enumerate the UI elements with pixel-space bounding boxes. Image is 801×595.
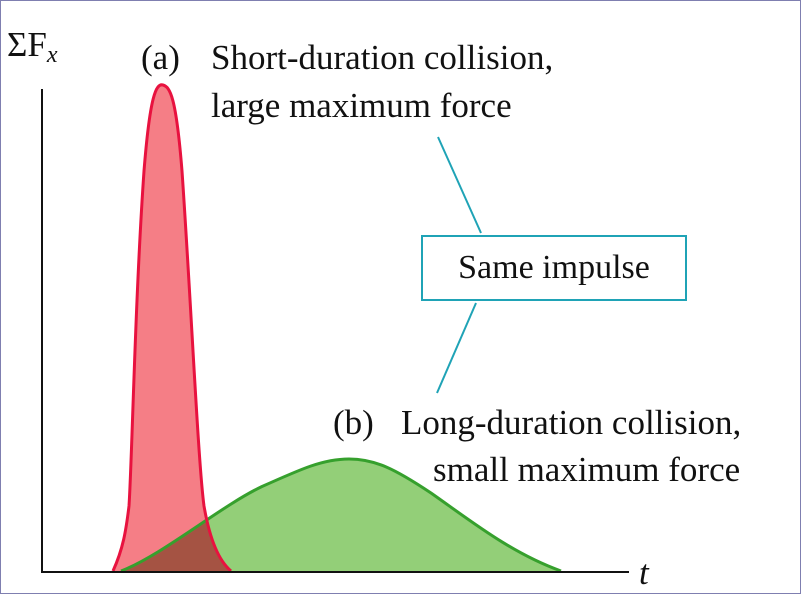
same-impulse-text: Same impulse	[458, 249, 650, 286]
x-axis-label: t	[639, 553, 649, 592]
curve-b-label-line1: Long-duration collision,	[401, 403, 742, 442]
curve-a-marker: (a)	[141, 38, 180, 77]
y-axis-subscript: x	[46, 42, 58, 68]
same-impulse-callout: Same impulse	[421, 235, 687, 301]
curve-b-area	[121, 459, 561, 571]
callout-connector-bottom	[436, 302, 477, 394]
curve-b-outline	[120, 457, 562, 573]
curve-a-outline	[111, 83, 233, 573]
curve-a-label-line2: large maximum force	[211, 86, 512, 125]
y-axis-label: ΣFx	[7, 26, 58, 74]
curve-a-label-line1: Short-duration collision,	[211, 38, 554, 77]
y-axis-symbol: ΣF	[7, 25, 47, 64]
callout-connector-top	[437, 136, 482, 234]
curve-b-label-line2: small maximum force	[433, 450, 741, 489]
curve-b-marker: (b)	[333, 403, 374, 442]
